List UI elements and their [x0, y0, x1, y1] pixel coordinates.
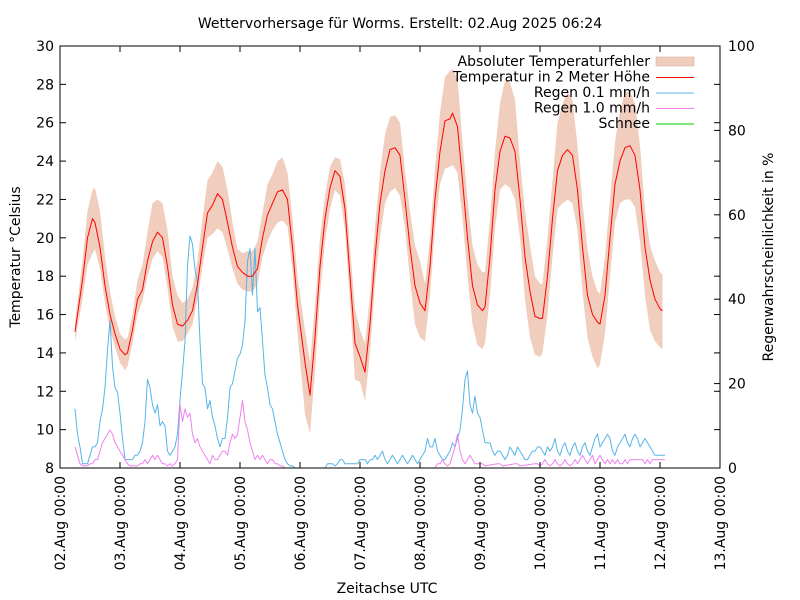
chart-title: Wettervorhersage für Worms. Erstellt: 02…	[198, 16, 602, 32]
legend-label: Schnee	[598, 116, 650, 132]
x-tick-label: 06.Aug 00:00	[293, 476, 309, 570]
legend-label: Temperatur in 2 Meter Höhe	[452, 70, 650, 86]
x-tick-label: 02.Aug 00:00	[53, 476, 69, 570]
temperature-line	[74, 112, 663, 396]
x-tick-label: 12.Aug 00:00	[653, 476, 669, 570]
y-tick-label: 20	[36, 231, 54, 247]
y-tick-label: 18	[36, 269, 54, 285]
x-tick-label: 13.Aug 00:00	[713, 476, 729, 570]
y-tick-label: 8	[45, 461, 54, 477]
y2-tick-label: 80	[728, 123, 746, 139]
rain-0.1mm-line	[74, 235, 665, 469]
y-tick-label: 12	[36, 384, 54, 400]
y-axis-title: Temperatur °Celsius	[8, 186, 24, 328]
y-tick-label: 28	[36, 77, 54, 93]
y-tick-label: 10	[36, 423, 54, 439]
y2-tick-label: 40	[728, 292, 746, 308]
x-tick-label: 04.Aug 00:00	[173, 476, 189, 570]
y2-tick-label: 100	[728, 39, 755, 55]
legend-label: Regen 1.0 mm/h	[534, 101, 650, 117]
x-tick-label: 05.Aug 00:00	[233, 476, 249, 570]
y-tick-label: 22	[36, 192, 54, 208]
legend-swatch-band	[655, 56, 695, 67]
x-tick-label: 11.Aug 00:00	[593, 476, 609, 570]
x-axis-title: Zeitachse UTC	[337, 581, 438, 597]
plot-layer	[74, 69, 665, 469]
y2-tick-label: 0	[728, 461, 737, 477]
y-tick-label: 26	[36, 116, 54, 132]
axes-layer: 8 10 12 14 16 18 20 22 24 26 28 30 0 20 40 60 80 100 02.Au…	[36, 39, 755, 570]
x-tick-label: 08.Aug 00:00	[413, 476, 429, 570]
y2-tick-label: 20	[728, 377, 746, 393]
legend-label: Absoluter Temperaturfehler	[458, 54, 651, 70]
y-tick-label: 24	[36, 154, 54, 170]
plot-frame	[59, 45, 721, 469]
y2-axis-title: Regenwahrscheinlichkeit in %	[761, 153, 777, 362]
y-tick-label: 16	[36, 308, 54, 324]
x-tick-label: 10.Aug 00:00	[533, 476, 549, 570]
y2-tick-label: 60	[728, 208, 746, 224]
y-tick-label: 14	[36, 346, 54, 362]
legend-label: Regen 0.1 mm/h	[534, 85, 650, 101]
y-tick-label: 30	[36, 39, 54, 55]
x-tick-label: 09.Aug 00:00	[473, 476, 489, 570]
x-tick-label: 03.Aug 00:00	[113, 476, 129, 570]
x-tick-label: 07.Aug 00:00	[353, 476, 369, 570]
